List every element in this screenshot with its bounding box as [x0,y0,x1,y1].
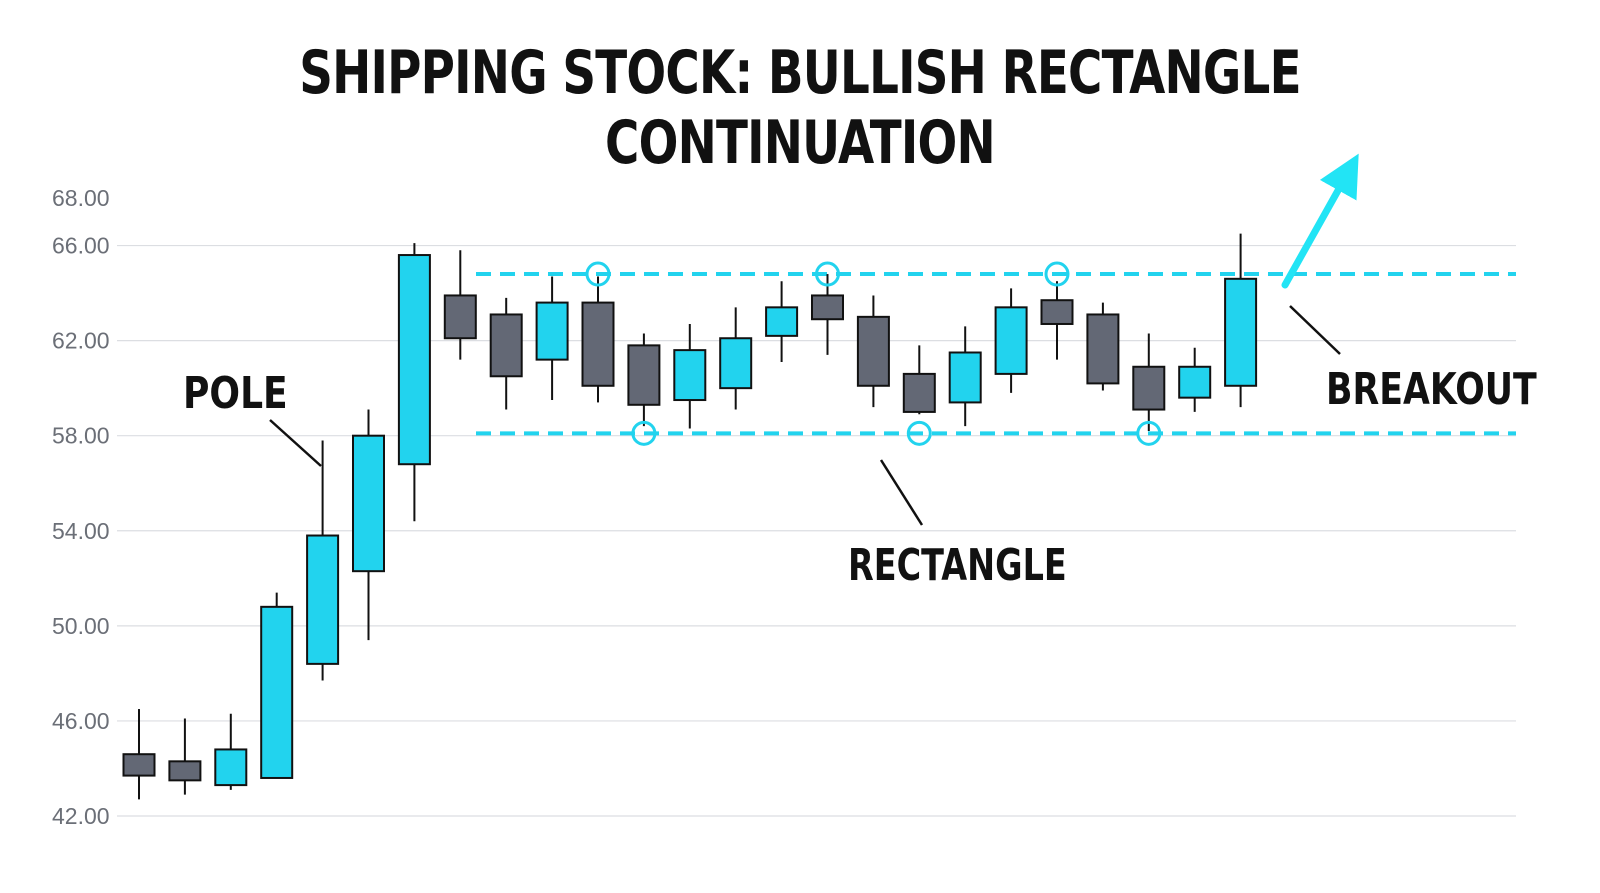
candle-body [1224,277,1258,387]
candle-body [1040,299,1074,325]
candle-body [168,760,202,782]
y-axis: 68.00 66.00 62.00 58.00 54.00 50.00 46.00 42.00 [52,185,110,829]
y-tick-label: 46.00 [52,708,110,734]
candle [856,295,890,408]
breakout-arrow [1281,153,1359,289]
candle-body [581,301,615,387]
candle [122,709,156,800]
chart-title: SHIPPING STOCK: BULLISH RECTANGLE CONTIN… [299,38,1301,178]
candle-body [443,294,477,340]
candle [627,333,661,427]
candle-body [1178,365,1212,399]
candle [902,345,936,415]
candle-body [719,337,753,390]
grid-lines [117,244,1516,817]
y-tick-label: 58.00 [52,423,110,449]
pole-leader-line [269,419,322,467]
candle-body [489,313,523,378]
rectangle-label: RECTANGLE [848,541,1067,592]
y-tick-label: 62.00 [52,328,110,354]
touch-point-circle [1136,420,1162,446]
candle [765,281,799,363]
candle-body [214,748,248,787]
pole-annotation: POLE [183,369,322,467]
y-tick-label: 66.00 [52,233,110,259]
candle [994,288,1028,393]
rectangle-leader-line [879,459,924,526]
candle [352,409,385,641]
candle [260,592,294,779]
candle [1224,233,1258,408]
touch-point-circle [906,420,932,446]
candle [168,718,202,795]
candle-body [1086,313,1120,385]
candle [1132,333,1166,431]
candle-body [352,434,385,573]
candle-body [627,344,661,406]
candle [1040,281,1074,360]
candle [811,274,844,355]
candle-body [948,351,982,404]
rectangle-annotation: RECTANGLE [848,459,1067,592]
candle [397,243,431,522]
candle [214,713,248,790]
y-tick-label: 54.00 [52,518,110,544]
y-tick-label: 42.00 [52,803,110,829]
candle [306,440,340,681]
breakout-label: BREAKOUT [1326,364,1537,415]
candle [673,323,707,429]
rectangle-levels [476,272,1516,436]
touch-point-circle [1044,261,1070,287]
pole-label: POLE [183,369,288,419]
candle-body [122,753,156,777]
candle-body [994,306,1028,375]
candle-body [535,301,569,361]
y-tick-label: 50.00 [52,613,110,639]
candle [719,307,753,410]
candle-body [902,372,936,413]
touch-points [585,261,1162,446]
touch-point-circle [815,261,840,287]
candle [581,276,615,403]
candle-body [306,534,340,665]
candle [535,276,569,401]
candle-body [1132,365,1166,411]
candle-body [765,306,799,337]
candle [1086,302,1120,391]
candle [443,250,477,360]
touch-point-circle [631,420,657,446]
candle [1178,347,1212,412]
candle [489,297,523,410]
candle [948,326,982,427]
candle-body [856,315,890,387]
y-tick-label: 68.00 [52,185,110,211]
touch-point-circle [585,261,611,287]
candle-body [811,294,844,321]
candle-body [397,254,431,466]
candle-body [260,605,294,779]
candle-body [673,349,707,402]
candles [122,233,1258,800]
breakout-annotation: BREAKOUT [1281,153,1537,415]
breakout-leader-line [1289,305,1341,355]
